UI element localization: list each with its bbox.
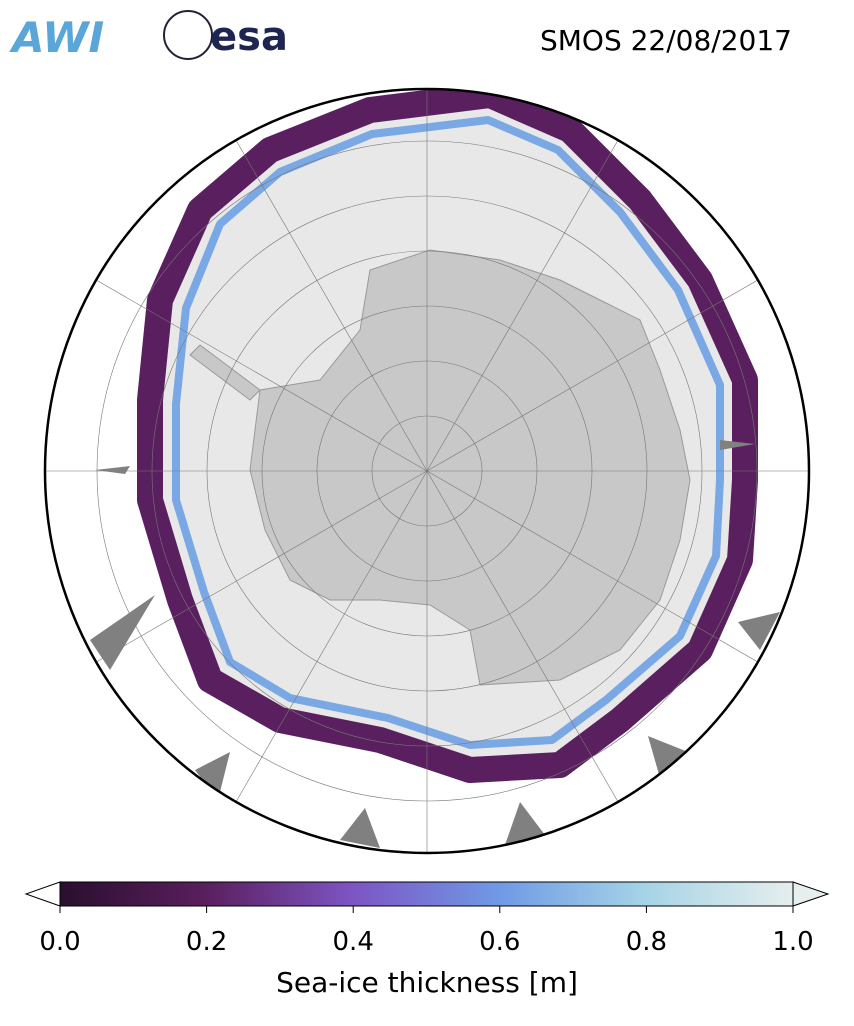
colorbar-ticks: 0.0 0.2 0.4 0.6 0.8 1.0 — [39, 906, 814, 957]
antarctica — [189, 249, 691, 686]
colorbar-tick-label: 0.4 — [333, 927, 374, 957]
map — [45, 89, 809, 853]
colorbar-label: Sea-ice thickness [m] — [276, 966, 578, 999]
map-frame — [43, 87, 811, 855]
meridian — [426, 470, 628, 818]
meridian — [426, 470, 774, 672]
esa-emblem — [163, 10, 213, 60]
meridian — [226, 124, 428, 472]
meridian — [80, 470, 428, 672]
colorbar-extend-high — [792, 881, 830, 907]
colorbar-tick-label: 0.0 — [39, 927, 80, 957]
meridian — [226, 470, 428, 818]
title: SMOS 22/08/2017 — [540, 24, 792, 57]
graticule — [45, 89, 809, 853]
colorbar-tick-label: 1.0 — [772, 927, 813, 957]
colorbar — [59, 881, 794, 907]
meridian — [426, 124, 628, 472]
colorbar-tick-label: 0.8 — [626, 927, 667, 957]
meridian — [80, 270, 428, 472]
colorbar-tick-label: 0.6 — [479, 927, 520, 957]
colorbar-tick-label: 0.2 — [186, 927, 227, 957]
awi-logo: AWI — [9, 13, 104, 62]
sea-ice-inner-edge — [172, 116, 724, 749]
meridian — [426, 270, 774, 472]
colorbar-extend-low — [24, 881, 61, 907]
esa-logo: esa — [210, 14, 288, 60]
